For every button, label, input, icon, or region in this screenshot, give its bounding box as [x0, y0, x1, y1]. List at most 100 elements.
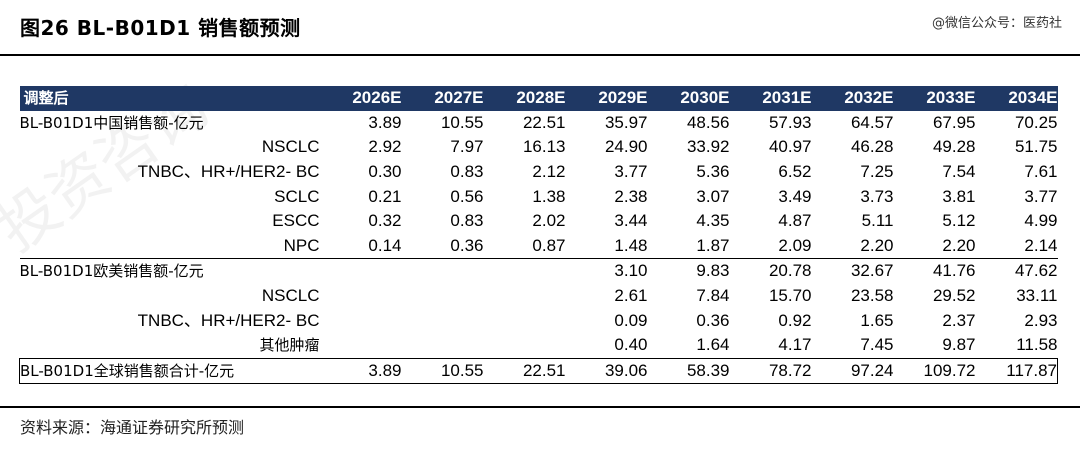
- cell-value: 0.14: [368, 235, 402, 255]
- cell-value: [319, 258, 402, 284]
- cell-value: 1.65: [860, 310, 894, 330]
- cell-value: 0.87: [532, 235, 566, 255]
- cell-value: 48.56: [686, 112, 730, 132]
- table-row: NPC 0.14 0.36 0.87 1.48 1.87 2.09 2.20 2.20 2.14: [20, 234, 1058, 259]
- cell-value: 1.48: [614, 235, 648, 255]
- cell-value: [320, 284, 402, 309]
- header-year: 2029E: [565, 86, 648, 111]
- cell-value: 0.92: [778, 310, 812, 330]
- cell-value: 3.81: [942, 186, 976, 206]
- cell-value: [320, 308, 402, 333]
- cell-value: 3.44: [614, 211, 648, 231]
- cell-value: 41.76: [893, 258, 976, 284]
- bottom-rule: [0, 406, 1080, 408]
- cell-value: 33.11: [1016, 286, 1058, 306]
- cell-value: 47.62: [975, 258, 1058, 284]
- table-body: BL-B01D1中国销售额-亿元 3.89 10.55 22.51 35.97 48.56…: [19, 111, 1058, 385]
- row-label: BL-B01D1欧美销售额-亿元: [19, 258, 320, 284]
- cell-value: 40.97: [768, 137, 812, 157]
- cell-value: 3.07: [696, 186, 730, 206]
- cell-value: 7.97: [450, 137, 484, 157]
- cell-value: 24.90: [604, 137, 648, 157]
- cell-value: [484, 284, 566, 309]
- cell-value: 2.09: [778, 235, 812, 255]
- cell-value: 0.30: [368, 162, 402, 182]
- header-year: 2033E: [893, 86, 976, 111]
- table-row: BL-B01D1欧美销售额-亿元 3.10 9.83 20.78 32.67 41.76 4…: [19, 258, 1058, 284]
- table-row: 其他肿瘤 0.40 1.64 4.17 7.45 9.87 11.58: [20, 333, 1057, 358]
- row-sub-label: NPC: [283, 235, 320, 255]
- cell-value: 2.93: [1024, 310, 1058, 330]
- cell-value: 10.55: [440, 112, 484, 132]
- cell-value: 49.28: [932, 137, 976, 157]
- table-row: TNBC、HR+/HER2- BC 0.09 0.36 0.92 1.65 2.37 2.9…: [20, 308, 1058, 333]
- cell-value: 3.10: [565, 258, 648, 284]
- cell-value: 15.70: [768, 286, 812, 306]
- cell-value: 4.99: [1024, 211, 1058, 231]
- cell-value: 117.87: [975, 357, 1058, 385]
- row-label: BL-B01D1全球销售额合计-亿元: [19, 357, 320, 385]
- cell-value: 2.37: [942, 310, 976, 330]
- cell-value: 23.58: [850, 286, 894, 306]
- cell-value: 2.12: [532, 162, 566, 182]
- cell-value: 109.72: [893, 357, 976, 385]
- table-row: NSCLC 2.92 7.97 16.13 24.90 33.92 40.97 46.28 49…: [20, 135, 1058, 160]
- cell-value: 97.24: [811, 357, 894, 385]
- cell-value: 29.52: [932, 286, 976, 306]
- cell-value: 7.45: [860, 335, 894, 355]
- cell-value: 33.92: [686, 137, 730, 157]
- cell-value: 3.73: [860, 186, 894, 206]
- cell-value: 1.87: [696, 235, 730, 255]
- cell-value: 78.72: [729, 357, 812, 385]
- cell-value: [484, 308, 566, 333]
- row-sub-label: SCLC: [274, 186, 320, 206]
- header-year: 2026E: [319, 86, 402, 111]
- cell-value: 2.02: [532, 211, 566, 231]
- cell-value: 4.87: [778, 211, 812, 231]
- cell-value: 4.35: [696, 211, 730, 231]
- table-row: NSCLC 2.61 7.84 15.70 23.58 29.52 33.11: [20, 284, 1058, 309]
- cell-value: 5.36: [696, 162, 730, 182]
- header-adjusted: 调整后: [19, 86, 320, 111]
- cell-value: 2.20: [860, 235, 894, 255]
- cell-value: 0.09: [614, 310, 648, 330]
- header-year: 2034E: [975, 86, 1058, 111]
- cell-value: 32.67: [811, 258, 894, 284]
- cell-value: 7.61: [1024, 162, 1058, 182]
- header-year: 2027E: [401, 86, 484, 111]
- cell-value: 22.51: [522, 112, 566, 132]
- row-sub-label: NSCLC: [261, 137, 320, 157]
- cell-value: 39.06: [565, 357, 648, 385]
- cell-value: [484, 333, 566, 358]
- cell-value: 6.52: [778, 162, 812, 182]
- cell-value: 0.36: [450, 235, 484, 255]
- cell-value: 70.25: [1014, 112, 1058, 132]
- cell-value: 7.54: [942, 162, 976, 182]
- table-header-row: 调整后 2026E 2027E 2028E 2029E 2030E 2031E …: [19, 86, 1058, 111]
- cell-value: 58.39: [647, 357, 730, 385]
- row-sub-label: NSCLC: [261, 286, 320, 306]
- cell-value: 0.36: [696, 310, 730, 330]
- cell-value: 3.89: [368, 112, 402, 132]
- cell-value: [320, 333, 402, 358]
- cell-value: 3.89: [319, 357, 402, 385]
- cell-value: 9.87: [942, 335, 976, 355]
- row-sub-label: ESCC: [272, 211, 320, 231]
- cell-value: 7.25: [860, 162, 894, 182]
- source-note: 资料来源：海通证券研究所预测: [20, 418, 245, 437]
- cell-value: 0.56: [450, 186, 484, 206]
- cell-value: 2.92: [368, 137, 402, 157]
- wechat-tag: @微信公众号：医药社: [931, 16, 1062, 31]
- cell-value: 57.93: [768, 112, 812, 132]
- cell-value: 2.61: [614, 286, 648, 306]
- header-year: 2032E: [811, 86, 894, 111]
- cell-value: 2.20: [942, 235, 976, 255]
- cell-value: 51.75: [1014, 137, 1058, 157]
- cell-value: 7.84: [696, 286, 730, 306]
- header-year: 2028E: [483, 86, 566, 111]
- header-year: 2030E: [647, 86, 730, 111]
- cell-value: [401, 258, 484, 284]
- cell-value: [402, 308, 484, 333]
- cell-value: 2.14: [1024, 235, 1058, 255]
- table-row: BL-B01D1全球销售额合计-亿元 3.89 10.55 22.51 39.06 58.…: [19, 357, 1058, 385]
